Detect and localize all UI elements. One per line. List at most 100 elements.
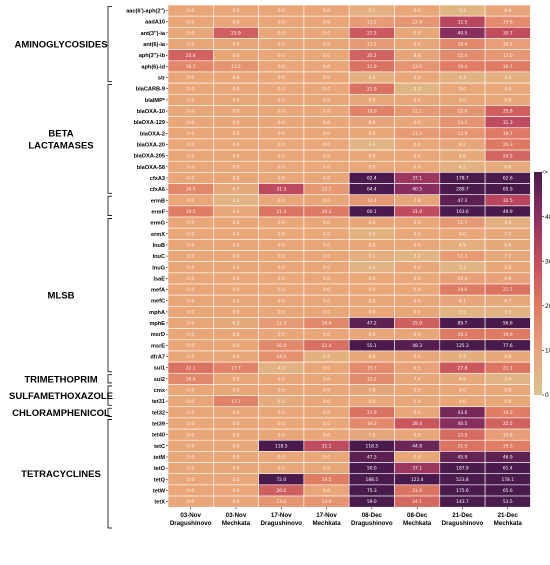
cell-value: 0.0	[414, 388, 421, 394]
cell-value: 0.0	[323, 410, 330, 416]
cell-value: 17.7	[231, 399, 241, 405]
colorbar-gradient	[534, 172, 542, 395]
cell-value: 0.0	[232, 254, 239, 260]
cell-value: 0.0	[232, 287, 239, 293]
cell-value: 0.0	[323, 310, 330, 316]
cell-value: 0.0	[459, 231, 466, 237]
heatmap-cells: 0.0 0.0 0.0 0.0 5.1 0.0 3.2 8.9 0.0 0.0 0.0 0.0 11.2…	[167, 4, 531, 508]
cell-value: 16.6	[322, 321, 332, 327]
cell-value: 62.4	[367, 176, 377, 182]
cell-value: 0.0	[323, 455, 330, 461]
cell-value: 0.0	[187, 443, 194, 449]
cell-value: 0.0	[278, 265, 285, 271]
cell-value: 16.0	[276, 343, 286, 349]
cell-value: 19.7	[503, 64, 513, 70]
cell-value: 0.0	[187, 343, 194, 349]
cell-value: 0.0	[414, 332, 421, 338]
cell-value: 0.0	[504, 354, 511, 360]
cell-value: 4.5	[368, 231, 375, 237]
group-label: BETA	[48, 128, 73, 139]
cell-value: 0.0	[459, 97, 466, 103]
cell-value: 0.0	[504, 265, 511, 271]
cell-value: 289.7	[456, 187, 469, 193]
col-label-site: Dragushinovo	[170, 520, 212, 527]
row-label: ermG	[150, 221, 165, 227]
cell-value: 4.3	[459, 75, 466, 81]
group-label: CHLORAMPHENICOL	[12, 408, 110, 419]
cell-value: 55.1	[367, 343, 377, 349]
row-label: ermF	[151, 209, 165, 215]
cell-value: 6.3	[232, 321, 239, 327]
colorbar-max-label: > 50	[544, 169, 550, 176]
cell-value: 0.0	[187, 432, 194, 438]
cell-value: 25.2	[367, 53, 377, 59]
cell-value: 0.0	[414, 31, 421, 37]
row-label: tetW	[153, 488, 166, 494]
cell-value: 8.6	[414, 53, 421, 59]
cell-value: 0.0	[187, 466, 194, 472]
cell-value: 25.5	[503, 421, 513, 427]
cell-value: 0.0	[278, 410, 285, 416]
cell-value: 0.0	[323, 276, 330, 282]
cell-value: 0.0	[232, 231, 239, 237]
cell-value: 59.0	[367, 499, 377, 505]
cell-value: 0.0	[323, 75, 330, 81]
cell-value: 178.1	[501, 477, 514, 483]
cell-value: 0.0	[278, 8, 285, 14]
cell-value: 0.0	[459, 399, 466, 405]
cell-value: 27.5	[367, 31, 377, 37]
row-label: aac(6')-aph(2'')	[126, 9, 165, 15]
row-label: ermX	[151, 232, 165, 238]
cell-value: 0.0	[187, 488, 194, 494]
cell-value: 0.0	[323, 120, 330, 126]
row-labels: aac(6')-aph(2'') aadA10 ant(3'')-ia ant(6)-…	[126, 9, 168, 506]
cell-value: 75.3	[367, 488, 377, 494]
cell-value: 0.0	[232, 176, 239, 182]
cell-value: 6.0	[278, 399, 285, 405]
cell-value: 0.0	[232, 153, 239, 159]
cell-value: 0.0	[187, 243, 194, 249]
cell-value: 0.0	[187, 42, 194, 48]
cell-value: 0.0	[323, 388, 330, 394]
cell-value: 37.1	[412, 466, 422, 472]
cell-value: 19.7	[503, 131, 513, 137]
cell-value: 0.0	[414, 354, 421, 360]
cell-value: 45.9	[458, 455, 468, 461]
cell-value: 3.4	[368, 265, 375, 271]
cell-value: 0.0	[232, 109, 239, 115]
cell-value: 6.8	[459, 153, 466, 159]
col-label-date: 21-Dec	[498, 512, 519, 519]
cell-value: 62.6	[503, 176, 513, 182]
cell-value: 0.0	[323, 466, 330, 472]
cell-value: 0.0	[414, 432, 421, 438]
cell-value: 178.7	[456, 176, 469, 182]
cell-value: 0.0	[187, 421, 194, 427]
cell-value: 0.0	[187, 276, 194, 282]
cell-value: 25.9	[412, 321, 422, 327]
cell-value: 4.5	[323, 354, 330, 360]
cell-value: 0.0	[187, 176, 194, 182]
cell-value: 16.0	[186, 376, 196, 382]
cell-value: 0.0	[232, 164, 239, 170]
row-label: msrD	[151, 332, 165, 338]
cell-value: 12.9	[458, 109, 468, 115]
cell-value: 0.0	[368, 164, 375, 170]
cell-value: 0.0	[232, 455, 239, 461]
cell-value: 0.0	[368, 131, 375, 137]
row-label: mefA	[151, 288, 165, 294]
cell-value: 0.0	[323, 198, 330, 204]
row-label: lnuG	[152, 265, 165, 271]
cell-value: 4.0	[278, 365, 285, 371]
col-label-date: 03-Nov	[180, 512, 201, 519]
row-label: ant(6)-ia	[143, 42, 166, 48]
cell-value: 0.0	[278, 176, 285, 182]
col-label-date: 08-Dec	[362, 512, 383, 519]
group-bracket	[107, 195, 112, 216]
cell-value: 0.0	[232, 142, 239, 148]
row-label: blaOXA-205	[134, 154, 165, 160]
row-label: ermB	[151, 198, 165, 204]
cell-value: 0.0	[187, 410, 194, 416]
cell-value: 0.0	[187, 455, 194, 461]
cell-value: 24.1	[412, 499, 422, 505]
cell-value: 13.1	[458, 120, 468, 126]
